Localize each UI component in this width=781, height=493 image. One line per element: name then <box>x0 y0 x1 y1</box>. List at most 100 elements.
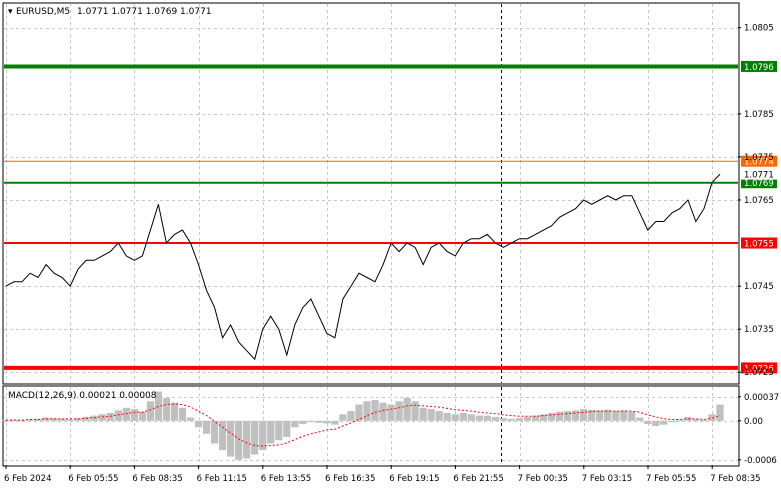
macd-bar <box>499 418 508 421</box>
current-price-bg <box>741 168 777 180</box>
macd-bar <box>379 402 387 421</box>
macd-bar <box>323 420 331 424</box>
macd-tick-label: -0.0006 <box>744 456 777 466</box>
time-label: 6 Feb 08:35 <box>132 474 182 484</box>
price-line <box>5 173 721 361</box>
price-tick-label: 1.0725 <box>744 368 774 378</box>
macd-bar <box>395 401 403 421</box>
macd-bar <box>684 416 692 421</box>
macd-bar <box>251 420 259 455</box>
level-label: 1.0769 <box>744 179 774 189</box>
macd-bar <box>194 420 203 428</box>
macd-bar <box>692 418 700 421</box>
macd-bar <box>652 420 660 426</box>
macd-bar <box>259 420 267 451</box>
price-tick-label: 1.0735 <box>744 325 774 335</box>
symbol-header: EURUSD,M5 1.0771 1.0771 1.0769 1.0771 <box>16 7 212 17</box>
macd-bar <box>218 420 227 451</box>
level-label: 1.0755 <box>744 240 774 250</box>
macd-bar <box>443 413 451 421</box>
macd-bar <box>668 420 676 423</box>
level-label-bg <box>741 237 777 249</box>
macd-bar <box>596 410 604 421</box>
macd-bar <box>178 407 187 421</box>
macd-bar <box>90 415 98 421</box>
macd-bar <box>716 404 724 421</box>
price-tick-label: 1.0805 <box>744 24 774 34</box>
macd-bar <box>539 414 548 421</box>
macd-bar <box>636 417 644 421</box>
macd-bar <box>186 417 195 421</box>
macd-bar <box>620 410 628 421</box>
macd-bar <box>2 420 10 422</box>
macd-bar <box>122 407 130 421</box>
time-label: 6 Feb 13:55 <box>261 474 311 484</box>
macd-tick-label: 0.00 <box>744 417 763 427</box>
macd-bar <box>307 420 315 423</box>
macd-bar <box>227 420 235 457</box>
macd-bar <box>114 410 122 421</box>
macd-bar <box>531 415 540 421</box>
macd-bar <box>267 420 275 444</box>
symbol-dropdown-icon[interactable]: ▾ <box>8 7 13 17</box>
macd-bar <box>700 420 708 422</box>
macd-bar <box>331 420 339 425</box>
macd-bar <box>58 418 66 421</box>
level-label-bg <box>741 177 777 189</box>
symbol-name: EURUSD,M5 <box>16 7 70 17</box>
level-lines[interactable]: 1.0796 1.0774 1.0769 1.0755 1.0726 <box>4 60 777 374</box>
macd-bar <box>419 407 427 421</box>
time-label: 7 Feb 08:35 <box>710 474 760 484</box>
macd-bar <box>403 398 411 421</box>
macd-bar <box>315 420 323 423</box>
macd-bar <box>347 411 355 421</box>
macd-tick-label: 0.00037 <box>744 393 779 403</box>
time-label: 7 Feb 05:55 <box>646 474 696 484</box>
price-tick-label: 1.0745 <box>744 282 774 292</box>
macd-bar <box>283 420 291 438</box>
macd-bar <box>467 414 475 421</box>
macd-bar <box>371 400 379 421</box>
level-label-bg <box>741 155 777 167</box>
macd-bar <box>106 413 114 421</box>
macd-bar <box>202 420 211 434</box>
time-label: 6 Feb 16:35 <box>325 474 375 484</box>
macd-bar <box>170 402 179 421</box>
macd-bar <box>491 416 499 421</box>
price-tick-label: 1.0765 <box>744 196 774 206</box>
level-label: 1.0774 <box>744 158 774 168</box>
macd-bar <box>243 420 251 459</box>
level-label: 1.0726 <box>744 364 774 374</box>
macd-bar <box>210 420 219 444</box>
level-label-bg <box>741 362 777 374</box>
macd-bar <box>612 411 620 421</box>
price-tick-label: 1.0775 <box>744 153 774 163</box>
macd-bar <box>563 411 572 421</box>
macd-bar <box>411 401 419 421</box>
current-price-label: 1.0771 <box>744 171 774 181</box>
macd-bar <box>339 414 347 421</box>
macd-bar <box>74 418 82 421</box>
macd-grid <box>4 387 738 465</box>
macd-bar <box>98 414 106 421</box>
price-axis: 1.0805 1.0785 1.0775 1.0765 1.0745 1.0735 1.07… <box>738 24 777 378</box>
macd-bar <box>146 401 155 421</box>
macd-bar <box>291 420 299 428</box>
macd-bar <box>660 420 668 425</box>
time-label: 7 Feb 00:35 <box>518 474 568 484</box>
macd-bar <box>555 411 564 421</box>
time-label: 7 Feb 03:15 <box>582 474 632 484</box>
macd-bar <box>50 418 58 421</box>
macd-bar <box>580 409 588 421</box>
macd-bar <box>523 416 532 421</box>
macd-bar <box>588 409 596 421</box>
macd-bar <box>299 420 307 425</box>
time-axis: 6 Feb 2024 6 Feb 05:55 6 Feb 08:35 6 Feb 11… <box>4 465 761 484</box>
price-panel-frame <box>2 2 740 385</box>
level-label-bg <box>741 60 777 72</box>
macd-bar <box>547 413 556 421</box>
macd-bar <box>451 414 459 421</box>
macd-bar <box>387 404 395 421</box>
